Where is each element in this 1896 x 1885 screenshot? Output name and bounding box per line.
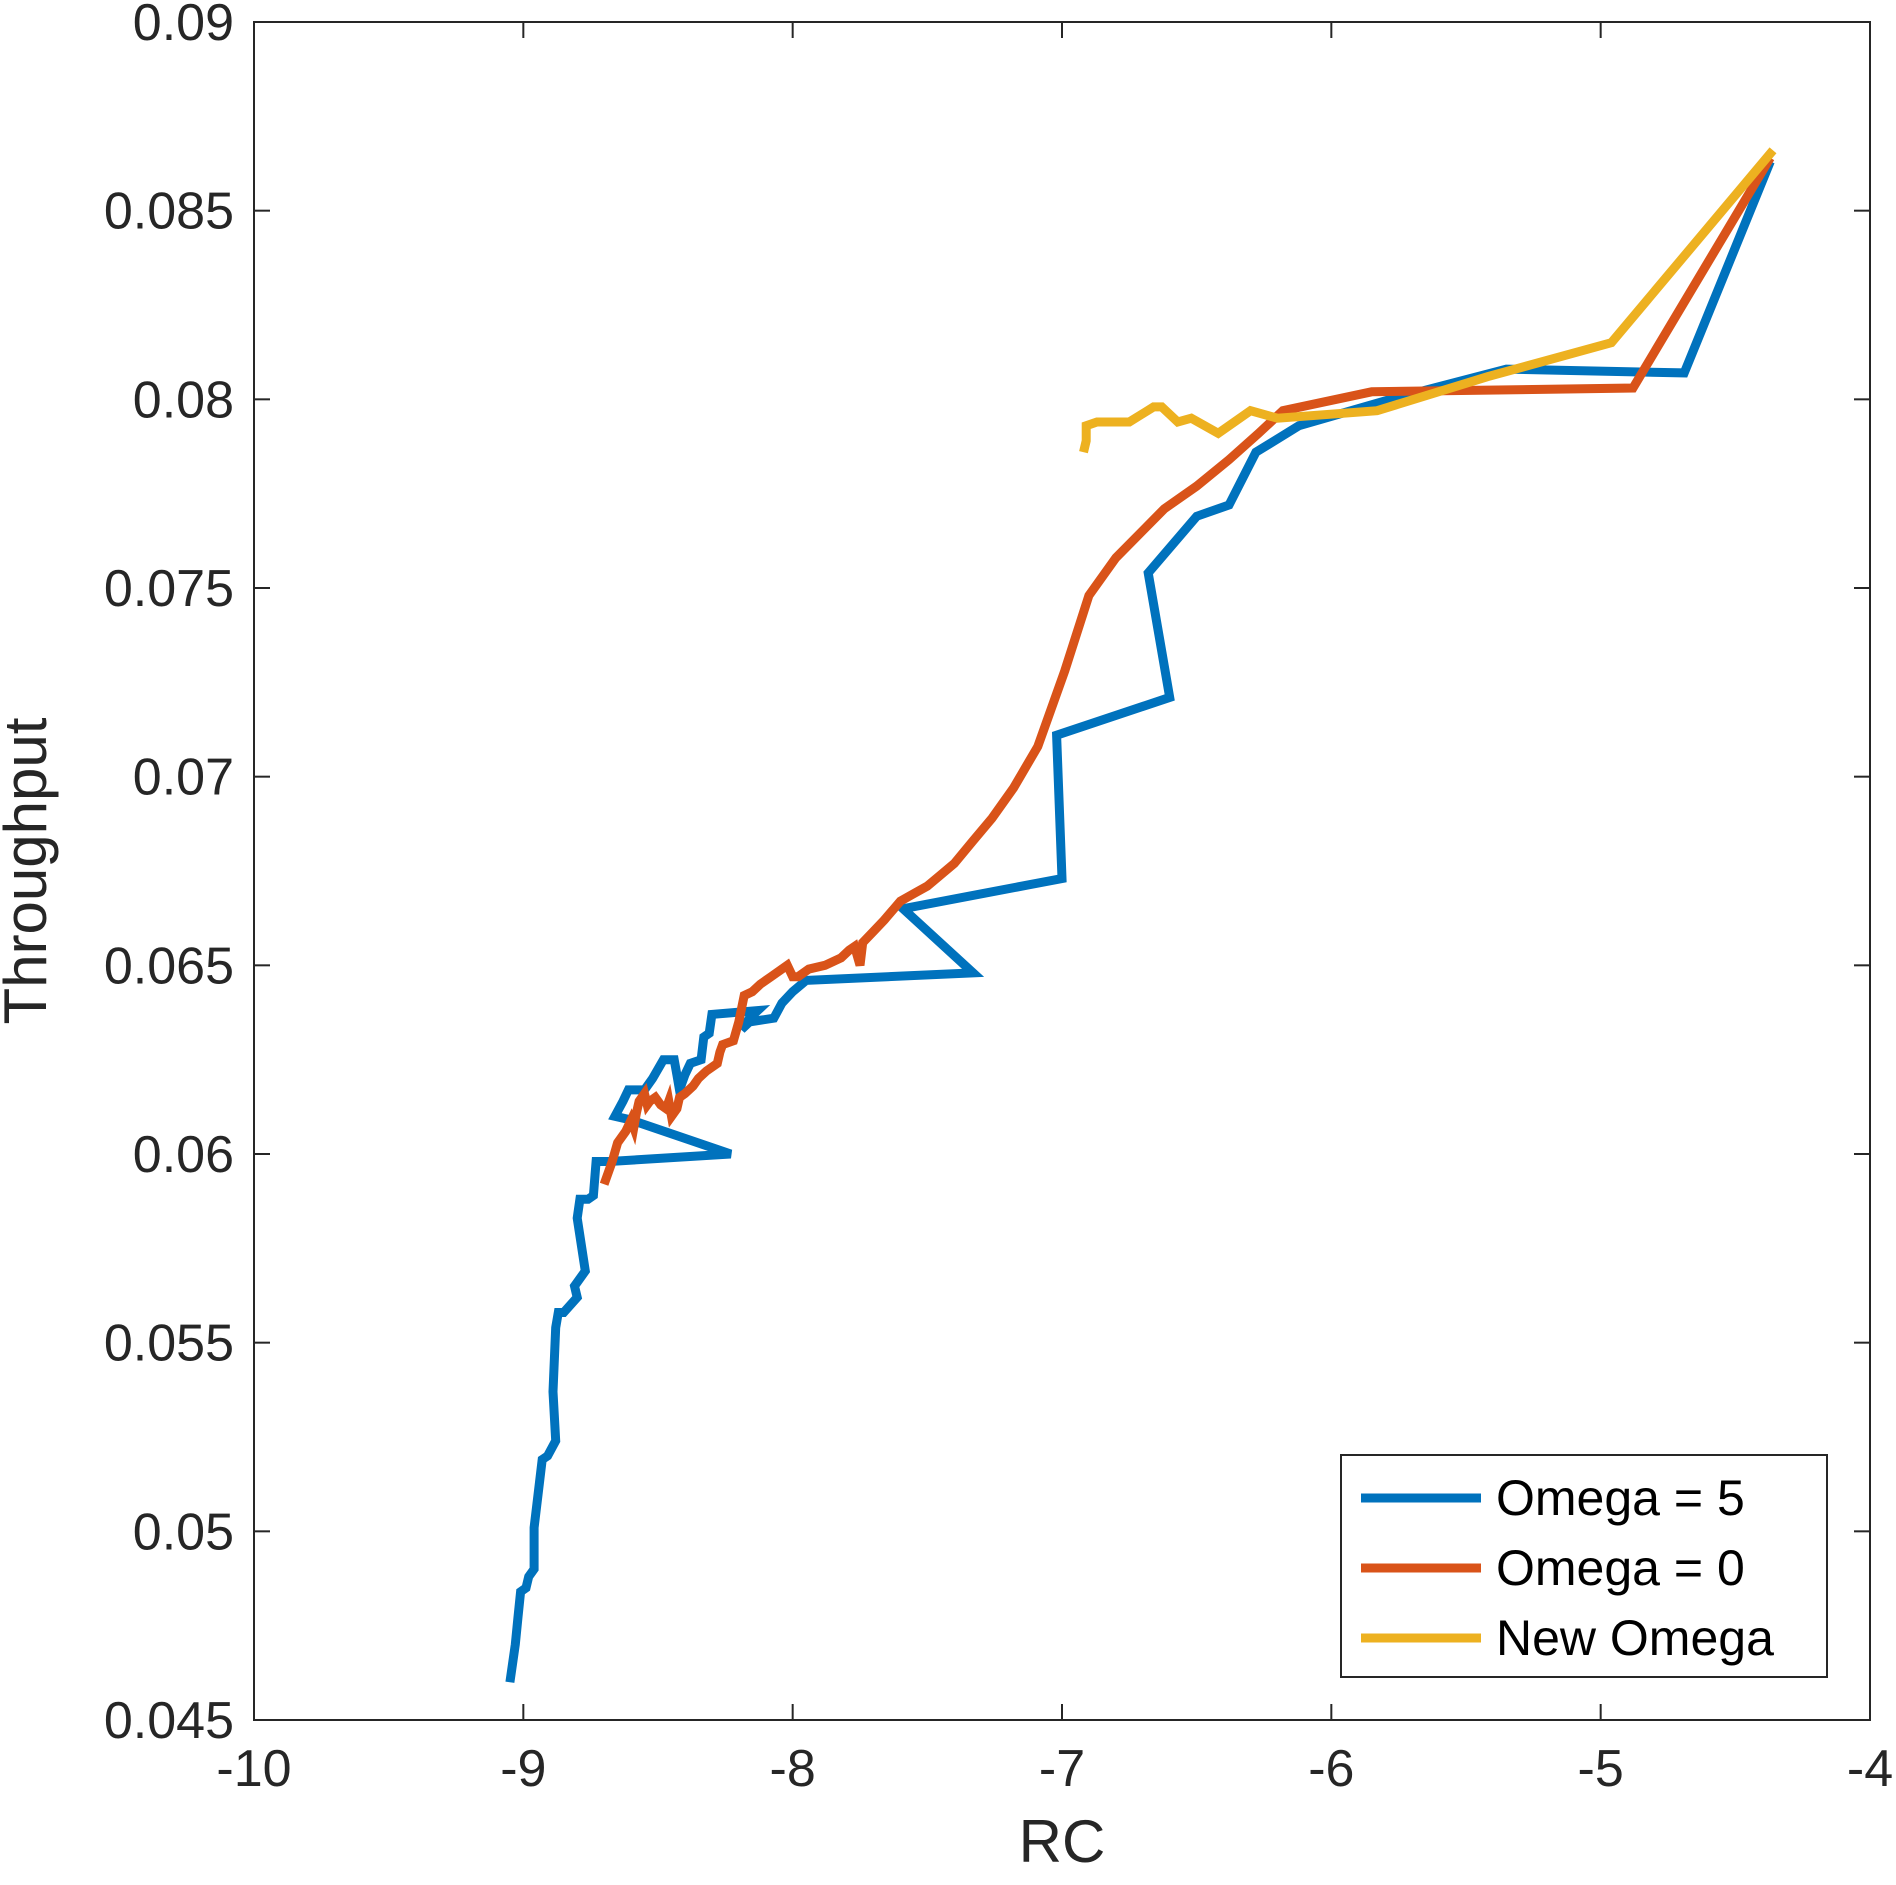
x-tick-label: -7: [1039, 1740, 1085, 1798]
y-tick-label: 0.05: [133, 1503, 234, 1561]
y-tick-label: 0.07: [133, 749, 234, 807]
y-tick-label: 0.065: [104, 937, 234, 995]
x-tick-label: -9: [500, 1740, 546, 1798]
y-tick-label: 0.055: [104, 1315, 234, 1373]
plot-lines: [505, 147, 1777, 1683]
y-tick-label: 0.045: [104, 1692, 234, 1750]
series-line-2: [599, 155, 1775, 1186]
y-tick-label: 0.085: [104, 183, 234, 241]
x-tick-label: -6: [1308, 1740, 1354, 1798]
x-axis-label: RC: [1019, 1808, 1106, 1875]
legend-entry-label: Omega = 5: [1496, 1470, 1745, 1526]
y-tick-label: 0.08: [133, 371, 234, 429]
axis-ticks: -10 -9 -8 -7 -6 -5 -4 0.045 0.05 0.055 0.06 0.065 0.…: [104, 0, 1893, 1798]
legend-entry-label: New Omega: [1496, 1610, 1774, 1666]
y-tick-label: 0.09: [133, 0, 234, 52]
legend: Omega = 5 Omega = 0 New Omega: [1340, 1454, 1828, 1678]
y-tick-label: 0.06: [133, 1126, 234, 1184]
series-line-1: [505, 159, 1775, 1683]
y-tick-label: 0.075: [104, 560, 234, 618]
y-axis-label: Throughput: [0, 717, 59, 1024]
series-line-3: [1079, 147, 1777, 454]
x-tick-label: -5: [1578, 1740, 1624, 1798]
x-tick-label: -10: [216, 1740, 291, 1798]
x-tick-label: -4: [1847, 1740, 1893, 1798]
x-tick-label: -8: [770, 1740, 816, 1798]
legend-entry-label: Omega = 0: [1496, 1540, 1745, 1596]
